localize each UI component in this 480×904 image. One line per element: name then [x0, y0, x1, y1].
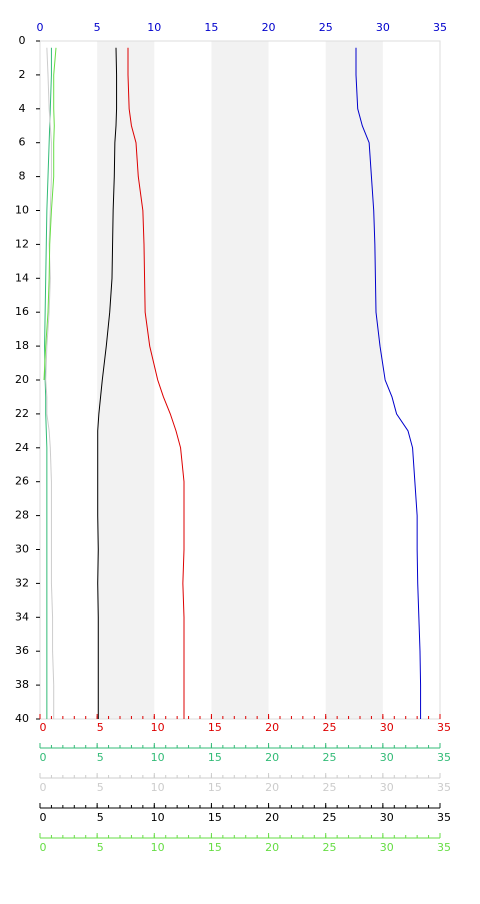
x-tick-label: 25: [322, 811, 336, 824]
y-tick-label: 16: [15, 305, 29, 318]
band: [325, 41, 383, 719]
x-tick-label: 35: [433, 21, 447, 34]
x-tick-label: 35: [437, 781, 451, 794]
y-tick-label: 40: [15, 712, 29, 725]
y-tick-label: 38: [15, 678, 29, 691]
x-tick-label: 5: [97, 781, 104, 794]
x-tick-label: 35: [437, 721, 451, 734]
x-tick-label: 20: [265, 721, 279, 734]
y-tick-label: 24: [15, 441, 29, 454]
x-tick-label: 35: [437, 751, 451, 764]
y-tick-label: 8: [19, 170, 26, 183]
x-tick-label: 0: [40, 841, 47, 854]
y-tick-label: 4: [19, 102, 26, 115]
profile-line: [127, 47, 185, 719]
x-tick-label: 15: [208, 751, 222, 764]
y-tick-label: 28: [15, 509, 29, 522]
x-tick-label: 30: [380, 811, 394, 824]
x-tick-label: 15: [208, 781, 222, 794]
x-tick-label: 30: [380, 721, 394, 734]
x-tick-label: 10: [147, 21, 161, 34]
x-tick-label: 10: [151, 721, 165, 734]
x-tick-label: 15: [208, 841, 222, 854]
y-tick-label: 22: [15, 407, 29, 420]
x-tick-label: 20: [265, 781, 279, 794]
y-tick-label: 20: [15, 373, 29, 386]
y-tick-label: 14: [15, 271, 29, 284]
x-tick-label: 5: [97, 811, 104, 824]
x-tick-label: 10: [151, 781, 165, 794]
x-tick-label: 5: [97, 721, 104, 734]
y-tick-label: 36: [15, 644, 29, 657]
x-tick-label: 35: [437, 811, 451, 824]
x-tick-label: 25: [319, 21, 333, 34]
y-tick-label: 2: [19, 68, 26, 81]
x-tick-label: 0: [40, 751, 47, 764]
x-tick-label: 25: [322, 721, 336, 734]
x-tick-label: 5: [97, 841, 104, 854]
profile-line: [97, 47, 118, 719]
y-tick-label: 26: [15, 475, 29, 488]
profile-line: [45, 47, 55, 719]
y-tick-label: 10: [15, 204, 29, 217]
x-tick-label: 25: [322, 751, 336, 764]
x-tick-label: 20: [262, 21, 276, 34]
band: [211, 41, 269, 719]
x-tick-label: 20: [265, 751, 279, 764]
x-tick-label: 10: [151, 751, 165, 764]
x-tick-label: 0: [40, 721, 47, 734]
x-tick-label: 30: [380, 751, 394, 764]
x-tick-label: 10: [151, 811, 165, 824]
y-tick-label: 30: [15, 543, 29, 556]
profile-line: [44, 47, 52, 719]
x-tick-label: 30: [380, 781, 394, 794]
x-tick-label: 35: [437, 841, 451, 854]
y-tick-label: 6: [19, 136, 26, 149]
profile-line: [43, 47, 57, 381]
y-tick-label: 18: [15, 339, 29, 352]
x-tick-label: 20: [265, 811, 279, 824]
x-tick-label: 30: [380, 841, 394, 854]
x-tick-label: 5: [94, 21, 101, 34]
x-tick-label: 25: [322, 841, 336, 854]
x-tick-label: 0: [40, 781, 47, 794]
y-tick-label: 32: [15, 576, 29, 589]
profile-line: [355, 47, 422, 719]
x-tick-label: 15: [208, 721, 222, 734]
x-tick-label: 30: [376, 21, 390, 34]
x-tick-label: 0: [37, 21, 44, 34]
x-tick-label: 0: [40, 811, 47, 824]
x-tick-label: 25: [322, 781, 336, 794]
x-tick-label: 20: [265, 841, 279, 854]
y-tick-label: 34: [15, 610, 29, 623]
y-tick-label: 12: [15, 237, 29, 250]
x-tick-label: 5: [97, 751, 104, 764]
y-tick-label: 0: [19, 34, 26, 47]
band: [97, 41, 155, 719]
x-tick-label: 10: [151, 841, 165, 854]
x-tick-label: 15: [208, 811, 222, 824]
x-tick-label: 15: [204, 21, 218, 34]
